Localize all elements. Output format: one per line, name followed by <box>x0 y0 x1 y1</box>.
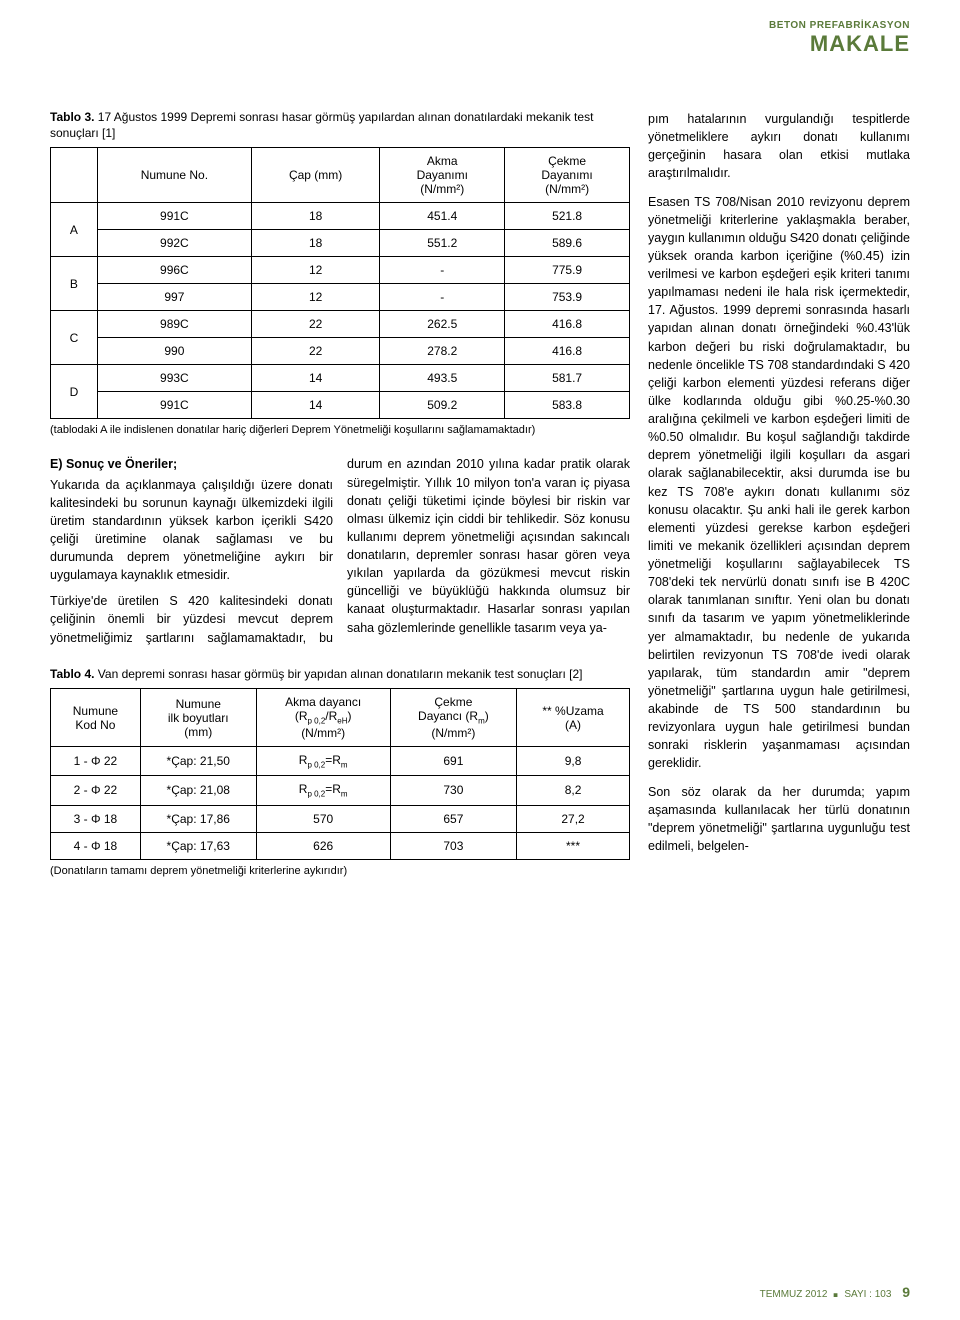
table-row: B 996C 12 - 775.9 <box>51 257 630 284</box>
table3-caption-text: 17 Ağustos 1999 Depremi sonrası hasar gö… <box>50 110 593 140</box>
footer-date: TEMMUZ 2012 <box>760 1289 828 1300</box>
table4-col-kod: Numune Kod No <box>51 689 141 746</box>
right-column: pım hatalarının vurgulandığı tespitlerde… <box>648 110 910 878</box>
group-label: C <box>51 311 98 365</box>
right-p2: Esasen TS 708/Nisan 2010 revizyonu depre… <box>648 193 910 773</box>
group-label: B <box>51 257 98 311</box>
right-p3: Son söz olarak da her durumda; yapım aşa… <box>648 783 910 856</box>
table-row: 990 22 278.2 416.8 <box>51 338 630 365</box>
table-row: 992C 18 551.2 589.6 <box>51 230 630 257</box>
table4-caption-text: Van depremi sonrası hasar görmüş bir yap… <box>94 667 582 681</box>
table4-header-row: Numune Kod No Numune ilk boyutları (mm) … <box>51 689 630 746</box>
table-row: 2 - Φ 22 *Çap: 21,08 Rp 0,2=Rm 730 8,2 <box>51 776 630 805</box>
left-column: Tablo 3. 17 Ağustos 1999 Depremi sonrası… <box>50 110 630 878</box>
journal-header: BETON PREFABRİKASYON MAKALE <box>769 20 910 57</box>
header-subtitle: BETON PREFABRİKASYON <box>769 20 910 31</box>
section-e-p1: Yukarıda da açıklanmaya çalışıldığı üzer… <box>50 476 333 585</box>
table3-caption-label: Tablo 3. <box>50 110 94 124</box>
table4-footnote: (Donatıların tamamı deprem yönetmeliği k… <box>50 864 630 878</box>
table3-footnote: (tablodaki A ile indislenen donatılar ha… <box>50 423 630 437</box>
table-row: A 991C 18 451.4 521.8 <box>51 203 630 230</box>
table4-caption: Tablo 4. Van depremi sonrası hasar görmü… <box>50 667 630 683</box>
table-row: 4 - Φ 18 *Çap: 17,63 626 703 *** <box>51 832 630 859</box>
table3: Numune No. Çap (mm) Akma Dayanımı (N/mm²… <box>50 147 630 419</box>
header-title: MAKALE <box>769 31 910 57</box>
page-content: Tablo 3. 17 Ağustos 1999 Depremi sonrası… <box>50 110 910 878</box>
group-label: D <box>51 365 98 419</box>
table3-col-cap: Çap (mm) <box>251 148 379 203</box>
right-p1: pım hatalarının vurgulandığı tespitlerde… <box>648 110 910 183</box>
table4: Numune Kod No Numune ilk boyutları (mm) … <box>50 688 630 859</box>
table-row: 997 12 - 753.9 <box>51 284 630 311</box>
section-e-title: E) Sonuç ve Öneriler; <box>50 455 333 473</box>
table4-col-cekme: Çekme Dayancı (Rm) (N/mm²) <box>390 689 516 746</box>
table3-col-akma: Akma Dayanımı (N/mm²) <box>380 148 505 203</box>
group-label: A <box>51 203 98 257</box>
page-number: 9 <box>902 1284 910 1300</box>
table-row: 1 - Φ 22 *Çap: 21,50 Rp 0,2=Rm 691 9,8 <box>51 746 630 775</box>
table4-col-akma: Akma dayancı (Rp 0,2/ReH) (N/mm²) <box>256 689 390 746</box>
table4-col-uzama: ** %Uzama (A) <box>517 689 630 746</box>
page-footer: TEMMUZ 2012 ◆ SAYI : 103 9 <box>760 1284 910 1300</box>
table-row: 3 - Φ 18 *Çap: 17,86 570 657 27,2 <box>51 805 630 832</box>
table4-caption-label: Tablo 4. <box>50 667 94 681</box>
table-row: 991C 14 509.2 583.8 <box>51 392 630 419</box>
table-row: D 993C 14 493.5 581.7 <box>51 365 630 392</box>
table3-col-cekme: Çekme Dayanımı (N/mm²) <box>505 148 630 203</box>
table3-caption: Tablo 3. 17 Ağustos 1999 Depremi sonrası… <box>50 110 630 141</box>
section-e-text: E) Sonuç ve Öneriler; Yukarıda da açıkla… <box>50 455 630 646</box>
table3-col-numune: Numune No. <box>97 148 251 203</box>
table-row: C 989C 22 262.5 416.8 <box>51 311 630 338</box>
diamond-icon: ◆ <box>831 1290 840 1299</box>
table4-col-boyut: Numune ilk boyutları (mm) <box>140 689 256 746</box>
table3-header-row: Numune No. Çap (mm) Akma Dayanımı (N/mm²… <box>51 148 630 203</box>
footer-issue: SAYI : 103 <box>844 1289 891 1300</box>
